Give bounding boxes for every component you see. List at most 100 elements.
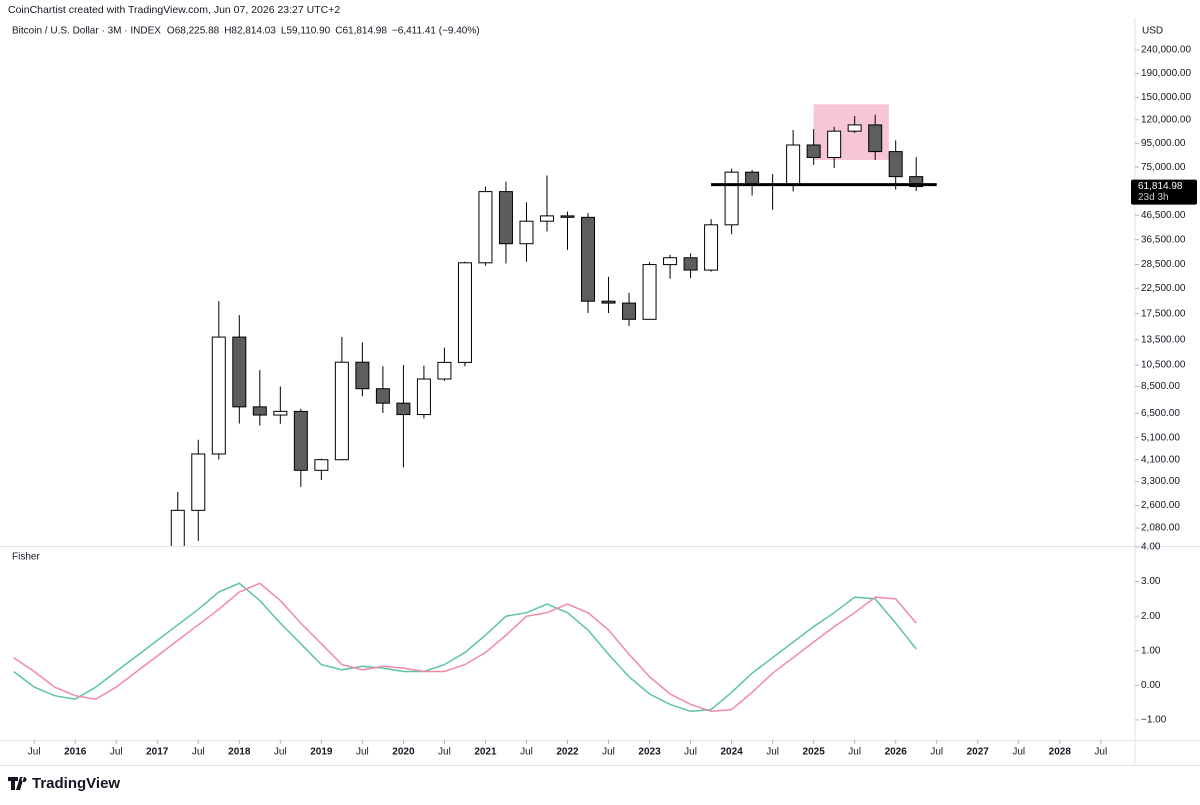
candle-body	[293, 410, 308, 471]
x-tick-label: 2028	[1049, 747, 1072, 758]
x-tick-label: Jul	[684, 747, 697, 758]
y-tick-label: 190,000.00	[1141, 68, 1191, 79]
candle-body	[888, 151, 903, 178]
y-tick-label: 2,080.00	[1141, 523, 1180, 534]
x-tick-label: Jul	[1094, 747, 1107, 758]
y-tick-label: −1.00	[1141, 715, 1167, 726]
y-tick-label: 150,000.00	[1141, 92, 1191, 103]
y-tick-label: 3.00	[1141, 576, 1161, 587]
y-tick-label: 46,500.00	[1141, 210, 1186, 221]
candle-body	[847, 124, 862, 132]
candle-body	[457, 262, 472, 363]
last-price-label: 61,814.98	[1138, 181, 1183, 192]
candle-body	[827, 130, 842, 158]
countdown: 23d 3h	[1138, 192, 1169, 203]
indicator-title: Fisher	[12, 552, 40, 563]
y-tick-label: 10,500.00	[1141, 360, 1186, 371]
candle-body	[355, 361, 370, 390]
x-tick-label: 2020	[392, 747, 415, 758]
y-tick-label: 17,500.00	[1141, 308, 1186, 319]
y-unit: USD	[1142, 26, 1163, 37]
candle-body	[683, 257, 698, 271]
candle-body	[252, 406, 267, 416]
candle-body	[232, 336, 247, 408]
indicator-line	[13, 582, 917, 713]
symbol-label: Bitcoin / U.S. Dollar · 3M · INDEX	[12, 26, 161, 37]
y-tick-label: 6,500.00	[1141, 408, 1180, 419]
candle-body	[437, 361, 452, 380]
candle-body	[909, 176, 924, 188]
y-tick-label: 13,500.00	[1141, 334, 1186, 345]
legend-value: C61,814.98	[335, 26, 387, 37]
x-tick-label: 2016	[64, 747, 87, 758]
candle-body	[786, 144, 801, 185]
legend-value: H82,814.03	[224, 26, 276, 37]
x-tick-label: Jul	[356, 747, 369, 758]
x-tick-label: 2022	[556, 747, 579, 758]
y-tick-label: 5,100.00	[1141, 432, 1180, 443]
x-tick-label: Jul	[766, 747, 779, 758]
candle-body	[314, 459, 329, 471]
candle-body	[704, 224, 719, 271]
indicator-pane	[13, 582, 917, 713]
y-tick-label: 4.00	[1141, 542, 1161, 553]
x-tick-label: Jul	[110, 747, 123, 758]
x-tick-label: 2021	[474, 747, 497, 758]
brand-logo: TradingView	[8, 775, 120, 792]
x-tick-label: 2026	[885, 747, 908, 758]
candle-body	[724, 171, 739, 226]
candle-body	[396, 402, 411, 416]
x-tick-label: Jul	[520, 747, 533, 758]
x-tick-label: 2024	[720, 747, 743, 758]
price-pane	[170, 104, 937, 546]
y-tick-label: 22,500.00	[1141, 283, 1186, 294]
y-tick-label: 95,000.00	[1141, 138, 1186, 149]
x-tick-label: 2027	[967, 747, 990, 758]
candle-body	[622, 302, 637, 320]
x-tick-label: Jul	[274, 747, 287, 758]
x-tick-label: 2017	[146, 747, 169, 758]
y-tick-label: 2.00	[1141, 611, 1161, 622]
x-tick-label: Jul	[602, 747, 615, 758]
legend-value: O68,225.88	[167, 26, 220, 37]
brand-icon	[8, 777, 27, 790]
candle-body	[478, 191, 493, 264]
y-tick-label: 75,000.00	[1141, 162, 1186, 173]
x-tick-label: Jul	[438, 747, 451, 758]
x-tick-label: 2023	[638, 747, 661, 758]
candle-body	[519, 220, 534, 245]
candle-body	[806, 144, 821, 158]
indicator-line	[13, 582, 917, 713]
legend-value: −6,411.41 (−9.40%)	[392, 26, 480, 37]
candle-body	[375, 388, 390, 404]
candle-body	[601, 300, 616, 304]
y-tick-label: 36,500.00	[1141, 234, 1186, 245]
candle-body	[642, 264, 657, 320]
candle-body	[191, 453, 206, 511]
y-tick-label: 240,000.00	[1141, 45, 1191, 56]
candle-body	[539, 215, 554, 222]
y-tick-label: 0.00	[1141, 680, 1161, 691]
candle-body	[170, 509, 185, 546]
last-price-badge	[1131, 179, 1197, 205]
candle-body	[498, 191, 513, 245]
candle-body	[334, 361, 349, 461]
x-tick-label: Jul	[930, 747, 943, 758]
candle-body	[560, 215, 575, 218]
y-tick-label: 1.00	[1141, 645, 1161, 656]
x-tick-label: Jul	[28, 747, 41, 758]
header-text: CoinChartist created with TradingView.co…	[8, 4, 340, 16]
y-tick-label: 120,000.00	[1141, 114, 1191, 125]
legend-value: L59,110.90	[281, 26, 331, 37]
y-tick-label: 2,600.00	[1141, 500, 1180, 511]
x-tick-label: 2019	[310, 747, 333, 758]
x-tick-label: Jul	[848, 747, 861, 758]
y-tick-label: 8,500.00	[1141, 381, 1180, 392]
candle-body	[416, 378, 431, 416]
y-tick-label: 3,300.00	[1141, 476, 1180, 487]
candle-body	[581, 216, 596, 302]
x-tick-label: 2018	[228, 747, 251, 758]
